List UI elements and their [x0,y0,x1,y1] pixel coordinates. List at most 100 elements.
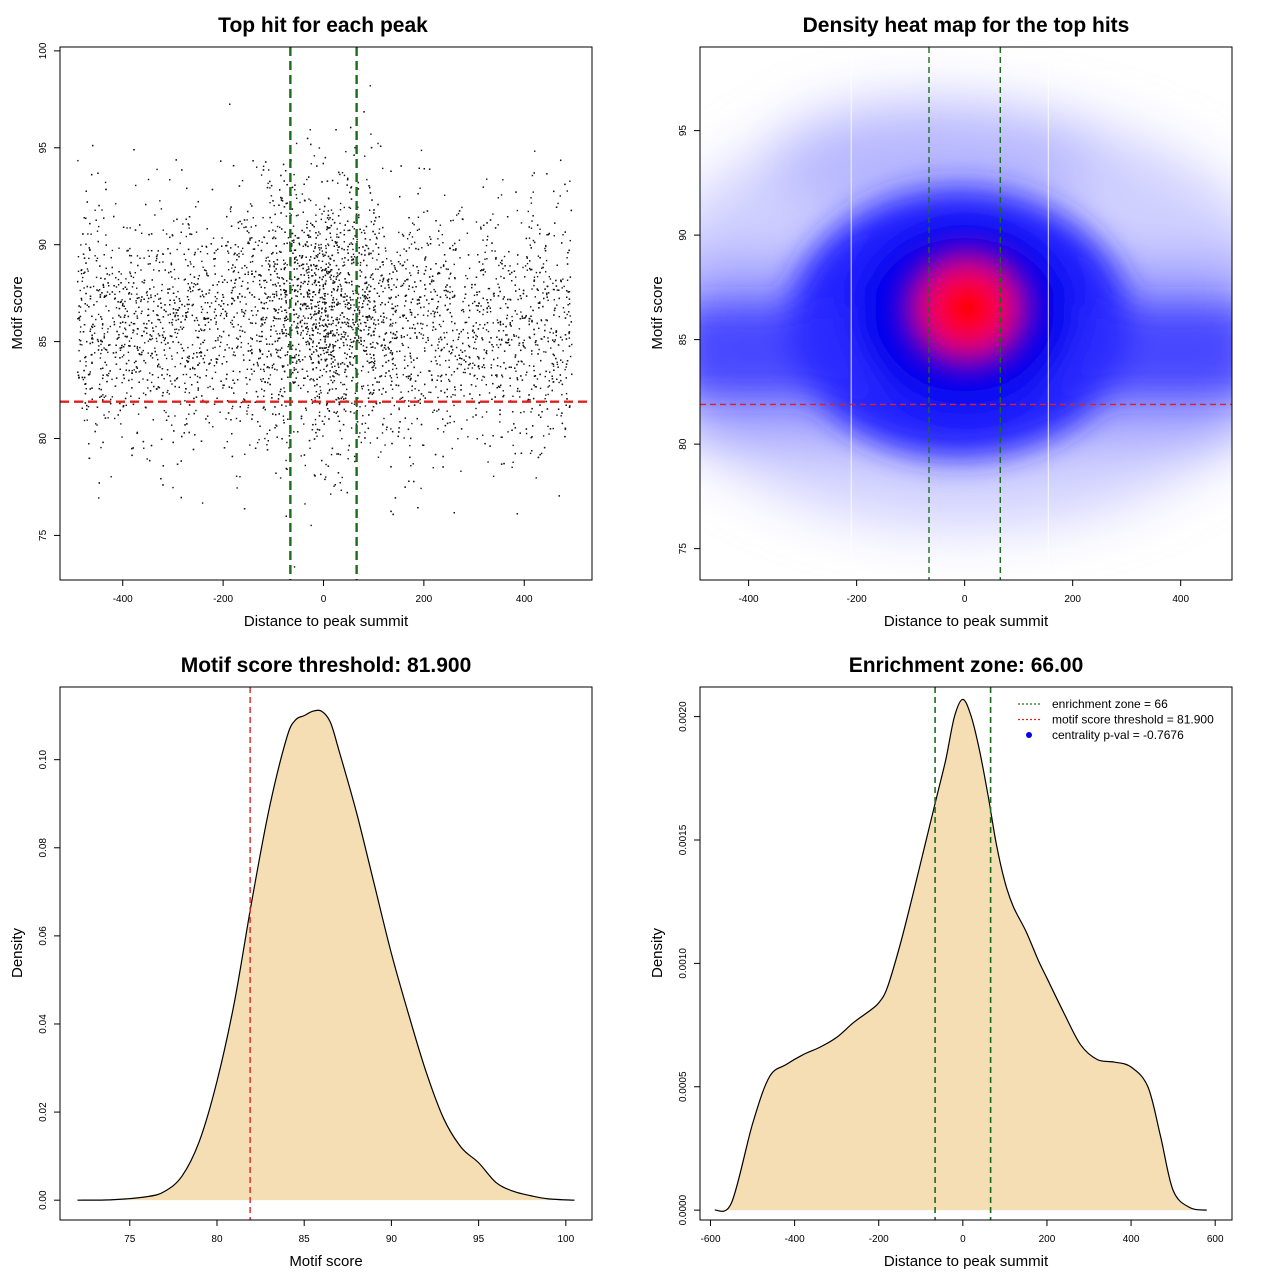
scatter-point [532,365,535,367]
scatter-point [352,290,354,292]
scatter-point [544,249,547,252]
scatter-point [172,486,174,489]
scatter-point [162,316,165,318]
scatter-point [311,329,314,332]
scatter-point [314,385,316,387]
scatter-point [503,394,505,397]
scatter-point [78,317,80,319]
scatter-point [248,291,251,294]
scatter-point [167,271,170,274]
scatter-point [332,381,334,384]
scatter-point [456,367,459,370]
scatter-point [438,271,440,274]
scatter-point [381,274,383,276]
scatter-point [328,323,330,325]
scatter-point [506,342,508,344]
scatter-point [164,269,166,271]
scatter-point [78,311,80,314]
scatter-point [427,315,429,317]
scatter-point [330,357,333,360]
scatter-point [466,419,468,421]
scatter-point [557,202,559,205]
scatter-point [333,259,335,262]
scatter-point [250,337,252,339]
scatter-point [534,296,537,298]
scatter-point [328,332,330,335]
scatter-point [418,331,421,334]
scatter-point [151,337,154,340]
scatter-point [221,363,224,365]
scatter-point [539,302,541,304]
scatter-point [396,270,398,272]
scatter-point [362,365,364,368]
scatter-point [305,303,307,305]
scatter-point [370,133,372,135]
scatter-point [153,300,155,303]
scatter-point [437,238,439,240]
scatter-point [554,339,557,341]
scatter-point [430,344,433,347]
scatter-point [345,410,347,412]
scatter-point [135,184,137,187]
scatter-point [249,350,252,352]
scatter-point [374,367,377,369]
scatter-point [108,344,110,346]
scatter-point [140,299,142,301]
scatter-point [363,321,366,324]
scatter-point [368,253,370,256]
scatter-point [327,316,329,318]
scatter-point [234,286,236,288]
scatter-point [337,321,340,323]
scatter-point [215,314,217,317]
scatter-point [335,388,337,390]
scatter-point [465,321,468,324]
scatter-point [158,363,160,366]
scatter-point [382,290,384,293]
scatter-point [129,227,131,229]
scatter-point [506,317,508,320]
scatter-point [485,383,487,386]
scatter-point [318,312,320,314]
scatter-point [417,506,419,509]
scatter-point [526,255,528,258]
scatter-point [503,296,505,298]
scatter-point [180,321,182,323]
scatter-point [531,321,533,323]
scatter-point [346,353,348,356]
scatter-point [359,432,361,434]
scatter-point [241,267,243,269]
scatter-point [569,239,571,242]
scatter-point [343,363,346,365]
scatter-point [509,265,511,267]
scatter-point [319,369,322,372]
scatter-point [409,272,411,274]
scatter-point [523,411,525,413]
scatter-point [227,261,229,263]
scatter-point [378,282,380,285]
scatter-point [166,369,169,371]
scatter-point [462,218,464,221]
scatter-point [414,332,416,334]
scatter-point [314,310,316,313]
scatter-point [335,398,337,401]
scatter-point [219,345,221,348]
scatter-point [449,286,451,288]
scatter-point [398,408,400,411]
scatter-point [264,381,266,383]
scatter-point [489,445,491,447]
scatter-point [315,255,317,257]
scatter-point [84,310,87,312]
scatter-point [329,376,331,378]
scatter-point [529,337,531,339]
scatter-point [84,356,86,359]
scatter-point [486,352,488,355]
scatter-point [105,234,107,236]
scatter-point [324,156,327,159]
scatter-point [562,307,565,309]
scatter-point [291,232,294,235]
scatter-point [491,398,493,401]
scatter-point [373,209,375,211]
scatter-point [372,341,374,344]
scatter-point [332,349,335,352]
scatter-point [545,244,547,247]
